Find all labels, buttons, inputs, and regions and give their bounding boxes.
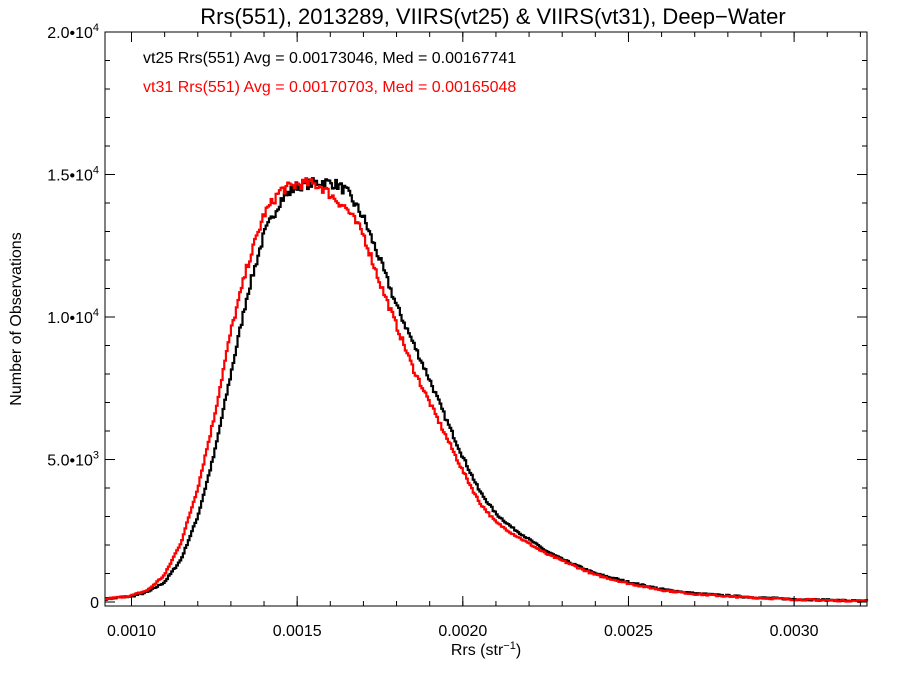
x-tick-label: 0.0015	[273, 623, 322, 640]
annotation-vt25: vt25 Rrs(551) Avg = 0.00173046, Med = 0.…	[143, 50, 516, 67]
x-tick-label: 0.0025	[604, 623, 653, 640]
y-tick-label: 5.0•103	[47, 450, 99, 470]
plot-frame	[104, 31, 868, 607]
plot-area: 0.0010 0.0015 0.0020 0.0025 0.0030 0 5.0•103 1.…	[47, 22, 869, 640]
x-axis-label-main: Rrs (str	[451, 642, 504, 659]
x-axis-label-superscript: −1	[503, 640, 516, 652]
y-tick-label: 0	[90, 595, 99, 612]
x-axis-label: Rrs (str−1)	[451, 640, 521, 659]
tick-layer: 0.0010 0.0015 0.0020 0.0025 0.0030 0 5.0•103 1.…	[47, 22, 867, 640]
x-axis-label-end: )	[516, 642, 521, 659]
series-layer	[105, 177, 869, 603]
y-tick-label: 2.0•104	[47, 22, 99, 42]
y-axis-label: Number of Observations	[8, 232, 25, 405]
x-tick-label: 0.0010	[107, 623, 156, 640]
y-tick-label: 1.5•104	[47, 165, 99, 185]
chart-title: Rrs(551), 2013289, VIIRS(vt25) & VIIRS(v…	[200, 4, 785, 29]
series-line-vt31	[105, 177, 869, 603]
x-tick-label: 0.0030	[770, 623, 819, 640]
annotation-vt31: vt31 Rrs(551) Avg = 0.00170703, Med = 0.…	[143, 79, 516, 96]
y-tick-label: 1.0•104	[47, 307, 99, 327]
x-tick-label: 0.0020	[438, 623, 487, 640]
